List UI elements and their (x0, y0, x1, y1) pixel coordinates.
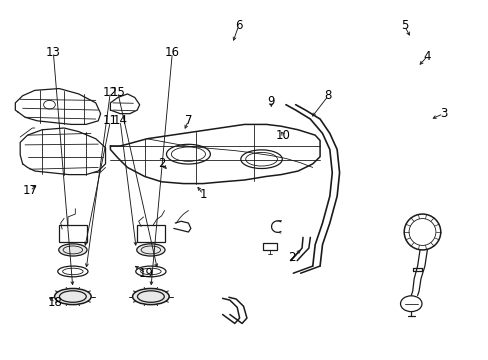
Ellipse shape (132, 288, 169, 305)
Text: 9: 9 (267, 95, 275, 108)
Text: 2: 2 (158, 157, 165, 170)
Text: 12: 12 (102, 86, 118, 99)
Text: 10: 10 (276, 129, 290, 142)
Text: 7: 7 (184, 114, 192, 127)
Text: 18: 18 (48, 296, 62, 309)
Text: 6: 6 (234, 19, 242, 32)
Text: 11: 11 (102, 114, 118, 127)
Text: 2: 2 (288, 251, 295, 264)
Ellipse shape (59, 244, 87, 256)
Text: 1: 1 (199, 188, 206, 201)
Text: 19: 19 (138, 267, 153, 280)
Text: 14: 14 (112, 114, 127, 127)
Text: 16: 16 (164, 46, 180, 59)
Text: 17: 17 (22, 184, 38, 197)
Text: 5: 5 (400, 19, 407, 32)
Ellipse shape (55, 288, 91, 305)
Ellipse shape (137, 244, 164, 256)
Text: 8: 8 (324, 89, 331, 102)
Text: 3: 3 (439, 107, 446, 120)
Text: 15: 15 (110, 86, 125, 99)
Text: 13: 13 (46, 46, 61, 59)
Text: 4: 4 (423, 50, 430, 63)
